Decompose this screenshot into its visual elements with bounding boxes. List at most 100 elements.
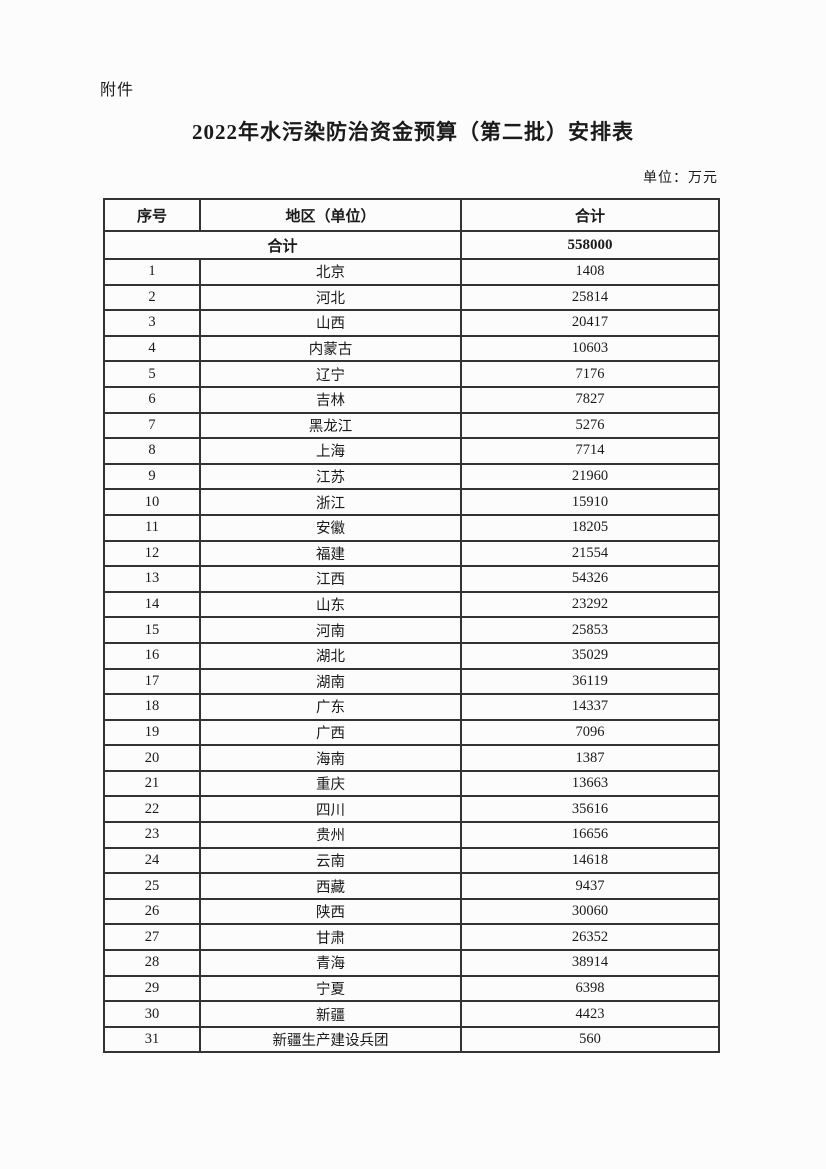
table-row: 26 陕西 30060	[103, 897, 720, 926]
row-index: 14	[103, 590, 201, 619]
row-region: 海南	[199, 744, 462, 772]
table-row: 2 河北 25814	[103, 283, 720, 312]
row-region: 宁夏	[199, 974, 462, 1003]
row-region: 云南	[199, 846, 462, 875]
row-index: 31	[103, 1025, 201, 1054]
table-body: 合计 558000 1 北京 1408 2 河北 25814 3 山西 2041…	[103, 230, 720, 1054]
row-amount: 15910	[460, 488, 720, 516]
table-row: 27 甘肃 26352	[103, 923, 720, 952]
table-row: 15 河南 25853	[103, 616, 720, 644]
row-region: 新疆生产建设兵团	[199, 1025, 462, 1054]
row-index: 5	[103, 360, 201, 388]
table-row: 23 贵州 16656	[103, 821, 720, 849]
row-amount: 14337	[460, 693, 720, 721]
table-row: 17 湖南 36119	[103, 667, 720, 696]
row-index: 29	[103, 974, 201, 1003]
row-index: 25	[103, 872, 201, 900]
row-index: 9	[103, 462, 201, 491]
row-region: 甘肃	[199, 923, 462, 952]
table-row: 28 青海 38914	[103, 949, 720, 977]
table-row: 31 新疆生产建设兵团 560	[103, 1025, 720, 1054]
row-amount: 21554	[460, 539, 720, 568]
row-index: 26	[103, 897, 201, 926]
table-row: 1 北京 1408	[103, 258, 720, 286]
row-region: 吉林	[199, 385, 462, 414]
row-amount: 30060	[460, 897, 720, 926]
table-row: 18 广东 14337	[103, 693, 720, 721]
row-region: 上海	[199, 437, 462, 465]
table-row: 30 新疆 4423	[103, 1000, 720, 1028]
row-amount: 23292	[460, 590, 720, 619]
col-header-total: 合计	[460, 198, 720, 232]
table-row: 7 黑龙江 5276	[103, 411, 720, 440]
row-index: 20	[103, 744, 201, 772]
row-region: 贵州	[199, 821, 462, 849]
row-amount: 18205	[460, 513, 720, 542]
row-index: 13	[103, 565, 201, 593]
row-index: 27	[103, 923, 201, 952]
row-index: 18	[103, 693, 201, 721]
table-row: 16 湖北 35029	[103, 641, 720, 670]
row-amount: 13663	[460, 769, 720, 798]
row-amount: 16656	[460, 821, 720, 849]
row-index: 24	[103, 846, 201, 875]
row-region: 江西	[199, 565, 462, 593]
row-amount: 1408	[460, 258, 720, 286]
row-index: 3	[103, 309, 201, 337]
row-index: 22	[103, 795, 201, 824]
total-row-label: 合计	[103, 230, 462, 260]
total-row: 合计 558000	[103, 230, 720, 260]
unit-note: 单位：万元	[643, 171, 718, 186]
budget-table: 序号 地区（单位） 合计 合计 558000 1 北京 1408 2 河北 25…	[103, 198, 720, 1054]
row-index: 8	[103, 437, 201, 465]
col-header-index: 序号	[103, 198, 201, 232]
row-index: 15	[103, 616, 201, 644]
row-region: 浙江	[199, 488, 462, 516]
row-region: 安徽	[199, 513, 462, 542]
row-index: 4	[103, 334, 201, 363]
table-row: 24 云南 14618	[103, 846, 720, 875]
attachment-label: 附件	[100, 82, 135, 99]
row-region: 河北	[199, 283, 462, 312]
row-region: 四川	[199, 795, 462, 824]
row-index: 28	[103, 949, 201, 977]
table-row: 6 吉林 7827	[103, 385, 720, 414]
table-row: 11 安徽 18205	[103, 513, 720, 542]
total-row-value: 558000	[460, 230, 720, 260]
row-index: 16	[103, 641, 201, 670]
table-row: 29 宁夏 6398	[103, 974, 720, 1003]
row-amount: 20417	[460, 309, 720, 337]
row-amount: 4423	[460, 1000, 720, 1028]
row-index: 23	[103, 821, 201, 849]
row-amount: 35616	[460, 795, 720, 824]
row-index: 1	[103, 258, 201, 286]
row-amount: 21960	[460, 462, 720, 491]
table-row: 14 山东 23292	[103, 590, 720, 619]
row-index: 2	[103, 283, 201, 312]
table-row: 22 四川 35616	[103, 795, 720, 824]
table-header-row: 序号 地区（单位） 合计	[103, 198, 720, 232]
row-region: 河南	[199, 616, 462, 644]
row-region: 黑龙江	[199, 411, 462, 440]
row-amount: 5276	[460, 411, 720, 440]
row-amount: 6398	[460, 974, 720, 1003]
row-amount: 35029	[460, 641, 720, 670]
row-index: 11	[103, 513, 201, 542]
table-row: 3 山西 20417	[103, 309, 720, 337]
row-region: 北京	[199, 258, 462, 286]
row-amount: 54326	[460, 565, 720, 593]
row-index: 10	[103, 488, 201, 516]
row-index: 6	[103, 385, 201, 414]
row-amount: 9437	[460, 872, 720, 900]
row-amount: 38914	[460, 949, 720, 977]
row-region: 江苏	[199, 462, 462, 491]
page-title: 2022年水污染防治资金预算（第二批）安排表	[192, 120, 634, 144]
row-region: 内蒙古	[199, 334, 462, 363]
row-region: 广西	[199, 718, 462, 747]
col-header-region: 地区（单位）	[199, 198, 462, 232]
row-index: 19	[103, 718, 201, 747]
row-amount: 7827	[460, 385, 720, 414]
row-amount: 560	[460, 1025, 720, 1054]
row-region: 湖南	[199, 667, 462, 696]
